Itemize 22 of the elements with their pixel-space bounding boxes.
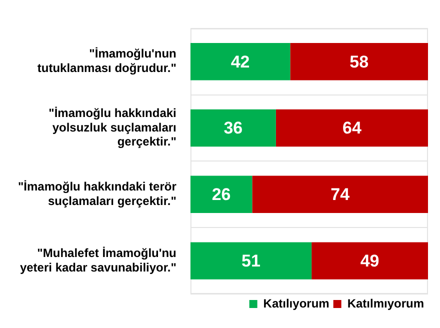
data-label: 64 (342, 118, 362, 138)
data-label: 26 (212, 185, 231, 204)
data-label: 49 (360, 251, 380, 270)
data-label: 58 (350, 52, 369, 72)
bar (312, 242, 428, 280)
bar (276, 109, 428, 147)
bar (190, 176, 252, 213)
y-tick-label: "İmamoğlu hakkındaki terör suçlamaları gerçektir." (18, 180, 177, 208)
legend-label: Katılıyorum (263, 296, 330, 310)
legend-label: Katılmıyorum (347, 296, 424, 310)
bar (190, 242, 312, 280)
y-tick-label: "İmamoğlu hakkındaki yolsuzluk suçlamaları gerçektir." (48, 106, 176, 149)
bar (290, 43, 428, 80)
data-label: 51 (242, 251, 260, 270)
bar (190, 43, 290, 80)
bar (252, 176, 428, 213)
data-label: 42 (230, 52, 250, 72)
y-tick-label: "Muhalefet İmamoğlu'nu yeteri kadar savunabiliyor." (20, 246, 176, 274)
data-label: 36 (224, 118, 243, 138)
y-tick-label: "İmamoğlu'nun tutuklanması doğrudur." (37, 46, 176, 76)
data-label: 74 (330, 185, 350, 204)
bar (190, 109, 276, 147)
